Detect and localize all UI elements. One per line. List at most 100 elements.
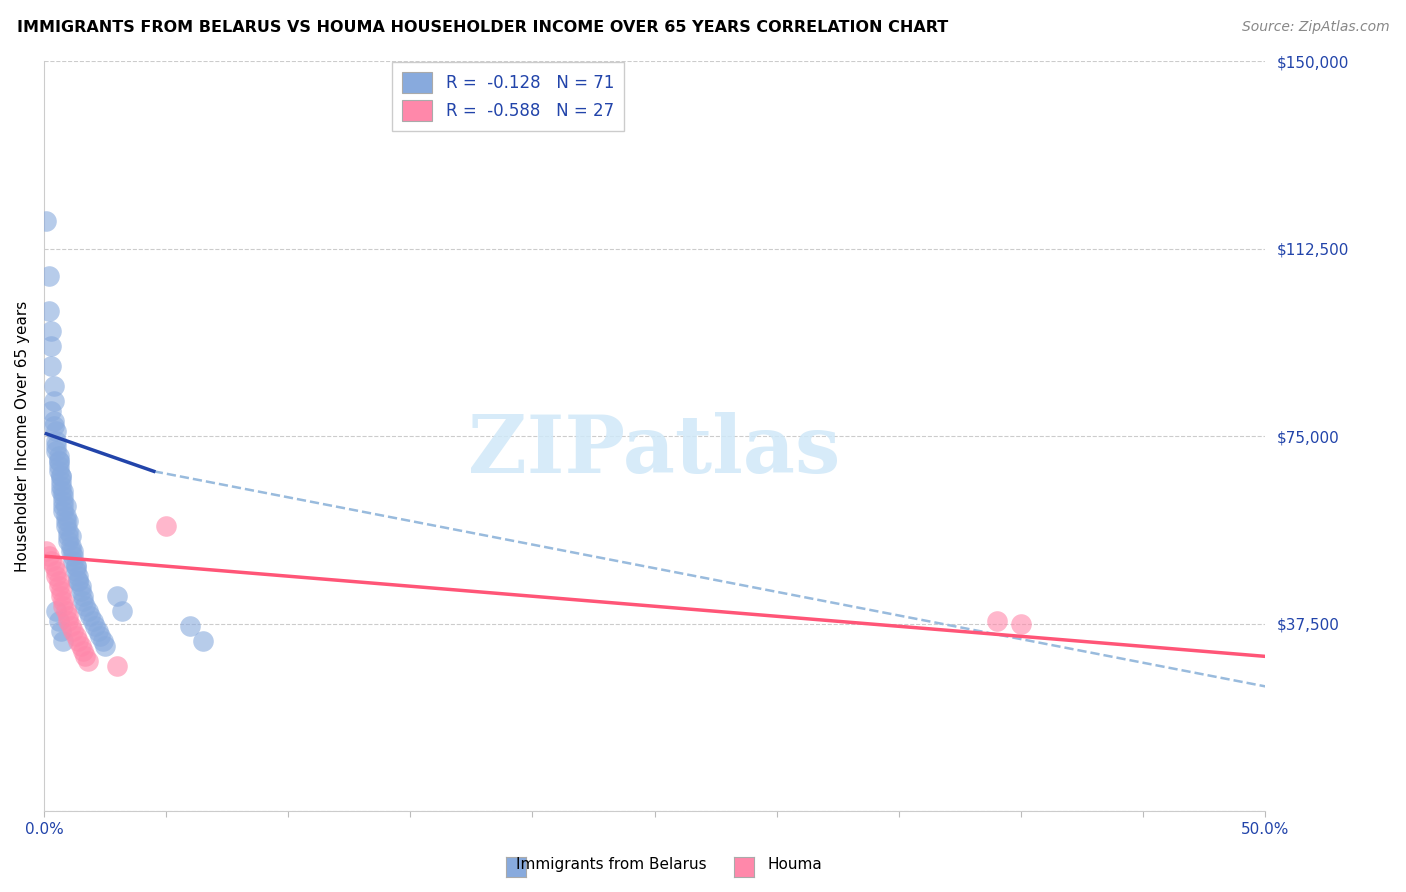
Point [62,624,84,639]
Point [59,544,82,558]
Y-axis label: Householder Income Over 65 years: Householder Income Over 65 years [15,301,30,572]
Point [62,549,84,564]
Text: Source: ZipAtlas.com: Source: ZipAtlas.com [1241,20,1389,34]
Point [82,615,104,629]
Text: Houma: Houma [768,857,821,872]
Point [67,634,90,648]
Point [52,489,75,503]
Point [65,629,87,643]
Point [45,565,67,579]
Point [45,439,67,453]
Point [52,484,75,499]
Point [39,359,62,374]
Point [38,269,60,284]
Point [55,604,77,618]
Point [52,504,75,518]
Point [49,624,72,639]
Point [49,479,72,493]
Point [45,434,67,449]
Point [52,599,75,614]
Point [72,644,94,658]
Point [48,459,70,474]
Point [49,484,72,499]
Point [59,539,82,553]
Point [105,659,128,673]
Point [38,549,60,564]
Point [52,594,75,608]
Point [58,609,80,624]
Point [49,469,72,483]
Point [49,475,72,489]
Point [62,554,84,568]
Point [45,425,67,439]
Point [76,654,98,668]
Point [48,454,70,468]
Point [35,544,58,558]
Point [75,599,97,614]
Point [58,524,80,539]
Point [45,569,67,583]
Point [39,404,62,418]
Point [69,579,91,593]
Point [89,629,111,643]
Point [67,574,90,589]
Point [58,534,80,549]
Point [72,590,94,604]
Point [48,579,70,593]
Point [79,609,101,624]
Point [48,450,70,464]
Point [39,339,62,353]
Point [62,544,84,558]
Point [155,519,177,533]
Point [111,604,134,618]
Point [42,559,65,574]
Text: Immigrants from Belarus: Immigrants from Belarus [516,857,707,872]
Point [986,615,1008,629]
Point [69,640,91,654]
Point [55,519,77,533]
Point [75,649,97,664]
Point [1010,616,1032,631]
Point [67,574,90,589]
Point [45,604,67,618]
Point [42,379,65,393]
Point [76,604,98,618]
Point [91,634,114,648]
Point [58,615,80,629]
Point [42,419,65,434]
Point [55,514,77,528]
Point [35,214,58,228]
Point [72,594,94,608]
Point [49,590,72,604]
Point [84,619,107,633]
Point [191,634,214,648]
Point [38,304,60,318]
Point [48,615,70,629]
Point [52,500,75,514]
Point [42,394,65,409]
Point [65,565,87,579]
Point [42,414,65,428]
Point [59,529,82,543]
Point [59,619,82,633]
Point [48,454,70,468]
Point [39,324,62,338]
Point [39,554,62,568]
Point [58,529,80,543]
Point [52,634,75,648]
Point [52,494,75,508]
Point [179,619,201,633]
Legend: R =  -0.128   N = 71, R =  -0.588   N = 27: R = -0.128 N = 71, R = -0.588 N = 27 [392,62,624,131]
Text: ZIPatlas: ZIPatlas [468,412,841,491]
Point [48,464,70,478]
Point [58,514,80,528]
Point [94,640,117,654]
Point [86,624,108,639]
Text: IMMIGRANTS FROM BELARUS VS HOUMA HOUSEHOLDER INCOME OVER 65 YEARS CORRELATION CH: IMMIGRANTS FROM BELARUS VS HOUMA HOUSEHO… [17,20,948,35]
Point [48,574,70,589]
Point [67,569,90,583]
Point [49,584,72,599]
Point [55,509,77,524]
Point [65,559,87,574]
Point [65,559,87,574]
